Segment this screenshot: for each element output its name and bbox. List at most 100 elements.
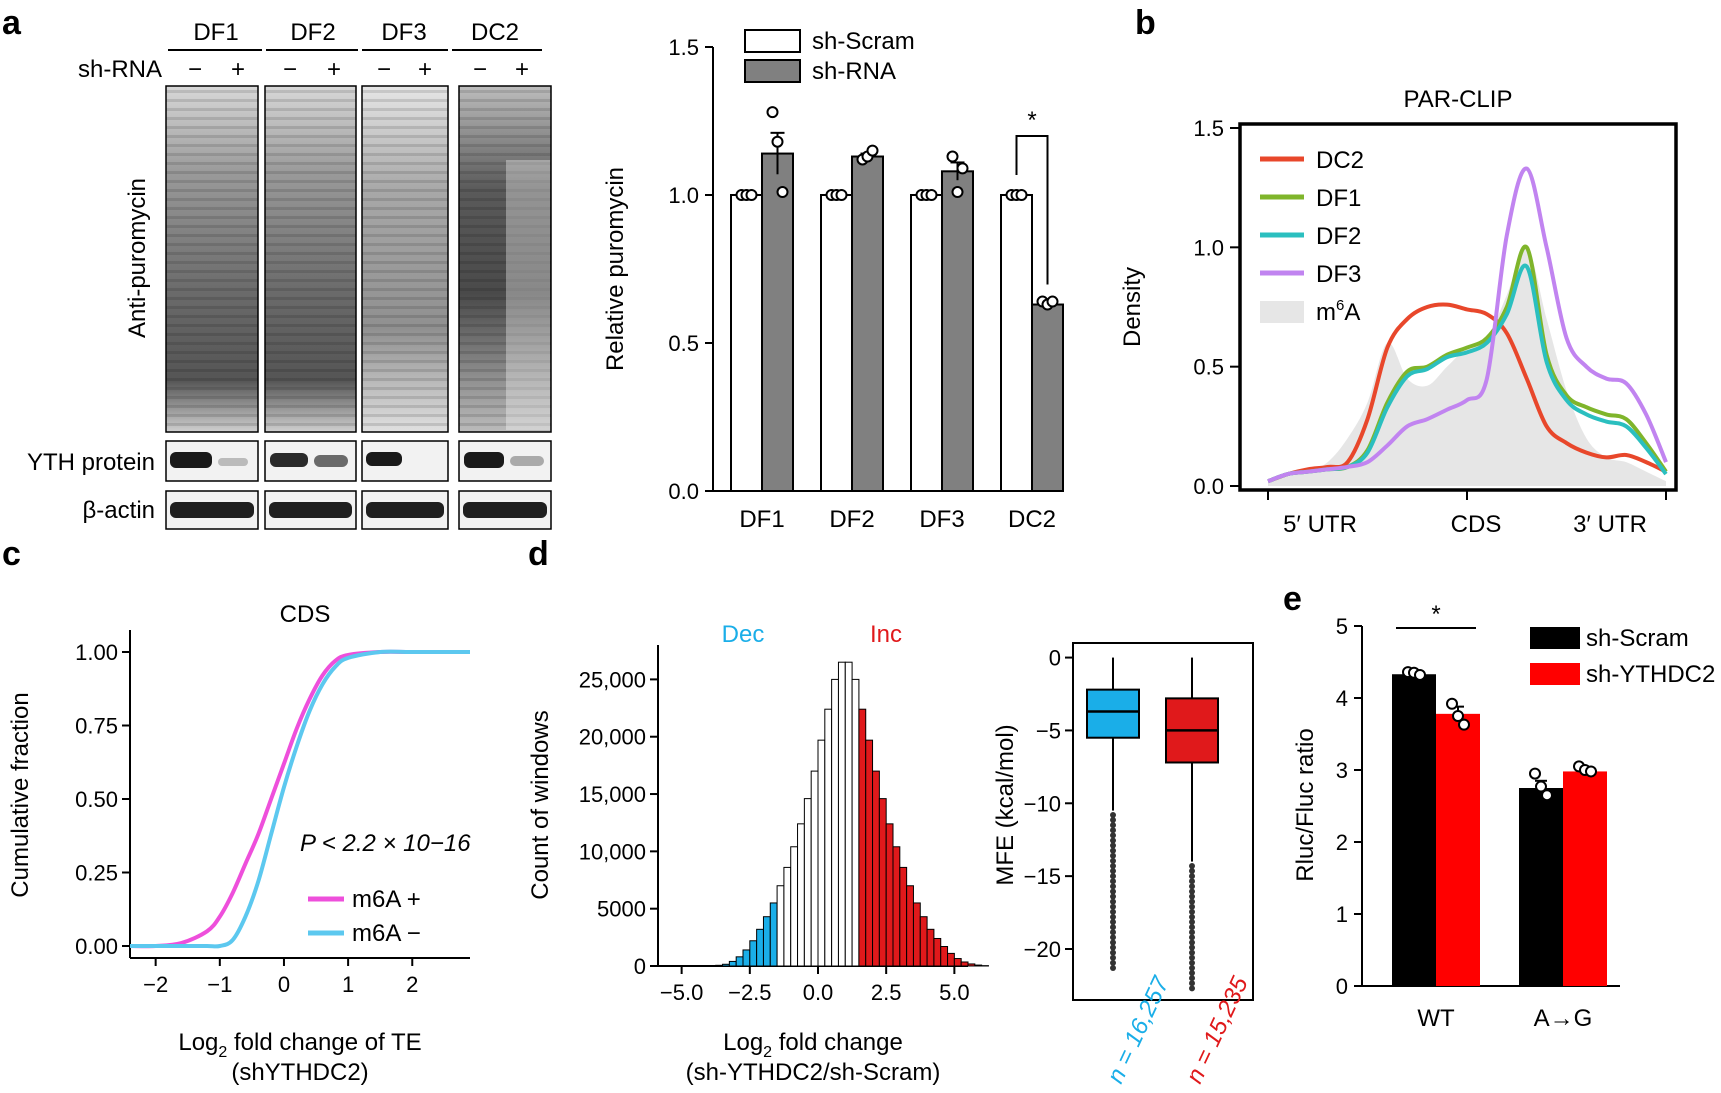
histogram-bin <box>762 916 771 967</box>
bar-sh-rna-df2 <box>851 155 884 493</box>
data-point <box>1535 780 1547 793</box>
x-tick-label: DF3 <box>919 506 964 533</box>
x-axis-label: Log2 fold change <box>723 1029 903 1061</box>
outlier-point <box>1189 903 1195 910</box>
histogram-bin <box>940 946 949 967</box>
y-tick-label: 0 <box>634 954 646 979</box>
x-tick-label: 2.5 <box>871 980 902 1005</box>
x-axis-label-2: (shYTHDC2) <box>231 1059 368 1086</box>
n-label: n = 16,257 <box>1102 971 1175 1087</box>
blot-plus: + <box>515 56 529 83</box>
histogram-bin <box>797 823 805 967</box>
yth-band <box>218 458 248 466</box>
outlier-point <box>1110 944 1116 951</box>
histogram-bin <box>865 739 874 967</box>
cdf-line-m6a-plus <box>129 649 470 949</box>
histogram-bin <box>817 739 826 967</box>
histogram-bin <box>776 885 785 967</box>
y-tick-label: −5 <box>1036 718 1061 743</box>
x-tick-label: −2 <box>143 972 168 997</box>
blot-dc2-lightlane <box>506 160 550 430</box>
bar-sh-rna-df3 <box>941 170 974 492</box>
histogram-bin <box>715 964 724 967</box>
y-tick-label: 5000 <box>597 897 646 922</box>
histogram-bin <box>837 661 846 967</box>
outlier-point <box>1110 883 1116 890</box>
bar-sh-rna-dc2 <box>1031 303 1064 492</box>
bar-sh-scram-1 <box>1519 788 1563 986</box>
histogram-bin <box>844 661 853 967</box>
yth-band <box>170 452 212 468</box>
actin-band <box>463 502 547 518</box>
panel-letter-e: e <box>1283 580 1302 618</box>
actin-band <box>170 502 254 518</box>
box-dec <box>1086 688 1140 739</box>
histogram-bin <box>728 960 737 967</box>
legend-label: sh-Scram <box>1586 625 1689 652</box>
x-tick-label: DF2 <box>829 506 874 533</box>
outlier-point <box>1189 878 1195 885</box>
outlier-point <box>1189 975 1195 982</box>
bar-sh-scram-df1 <box>730 194 763 492</box>
outlier-point <box>1110 868 1116 875</box>
line-df3 <box>1267 166 1668 484</box>
outlier-point <box>1110 929 1116 936</box>
histogram-bin <box>810 770 819 967</box>
dec-label: Dec <box>722 621 765 648</box>
histogram-bin <box>769 902 778 967</box>
legend-label: DF1 <box>1316 185 1361 212</box>
data-point <box>771 135 784 148</box>
y-tick-label: 0.50 <box>75 787 118 812</box>
legend-label: DF2 <box>1316 223 1361 250</box>
histogram-bin <box>933 937 942 967</box>
blot-panel: DF1 DF2 DF3 DC2 sh-RNA − + − + − + − + A… <box>27 19 552 530</box>
x-category-label: 5′ UTR <box>1283 511 1357 538</box>
significance-bracket <box>1015 135 1049 285</box>
data-point <box>1446 697 1458 710</box>
chart-title: CDS <box>280 601 331 628</box>
y-axis-label: Relative puromycin <box>602 167 629 371</box>
histogram-bin <box>899 866 908 967</box>
y-axis-label: Cumulative fraction <box>7 692 34 897</box>
y-tick-label: −10 <box>1024 791 1061 816</box>
outlier-point <box>1110 842 1116 849</box>
legend-label: sh-YTHDC2 <box>1586 661 1715 688</box>
y-tick-label: 0.0 <box>1193 474 1224 499</box>
data-point <box>835 189 848 201</box>
blot-band-overlay <box>265 86 356 432</box>
outlier-point <box>1189 862 1195 869</box>
y-tick-label: 1.00 <box>75 640 118 665</box>
histogram-bin <box>790 846 799 967</box>
data-point <box>1046 295 1059 308</box>
histogram-bin <box>892 846 901 967</box>
x-category-label: CDS <box>1451 511 1502 538</box>
x-axis-label-2: (sh-YTHDC2/sh-Scram) <box>686 1059 941 1086</box>
histogram-bin <box>960 961 969 967</box>
area-m6a <box>1268 247 1666 486</box>
histogram-bin <box>824 708 833 967</box>
data-point <box>776 186 789 199</box>
outlier-point <box>1189 888 1195 895</box>
actin-band <box>269 502 352 518</box>
legend-label: sh-RNA <box>812 58 896 85</box>
x-axis-label: Log2 fold change of TE <box>178 1029 421 1061</box>
inc-label: Inc <box>870 621 902 648</box>
y-tick-label: 4 <box>1336 686 1348 711</box>
blot-minus: − <box>188 56 202 83</box>
legend-swatch <box>744 59 801 83</box>
x-tick-label: 0 <box>278 972 290 997</box>
outlier-point <box>1110 919 1116 926</box>
blot-band-overlay <box>362 86 448 432</box>
data-point <box>1414 668 1426 681</box>
outlier-point <box>1110 949 1116 956</box>
histogram-bin <box>885 823 894 967</box>
histogram-bin <box>974 964 983 967</box>
blot-lane-label-df3: DF3 <box>381 19 426 46</box>
blot-minus: − <box>377 56 391 83</box>
outlier-point <box>1189 898 1195 905</box>
bar-sh-ythdc2-0 <box>1436 713 1480 986</box>
yth-band <box>366 452 402 466</box>
y-tick-label: 10,000 <box>579 839 646 864</box>
blot-plus: + <box>327 56 341 83</box>
y-axis-label: MFE (kcal/mol) <box>992 724 1019 885</box>
